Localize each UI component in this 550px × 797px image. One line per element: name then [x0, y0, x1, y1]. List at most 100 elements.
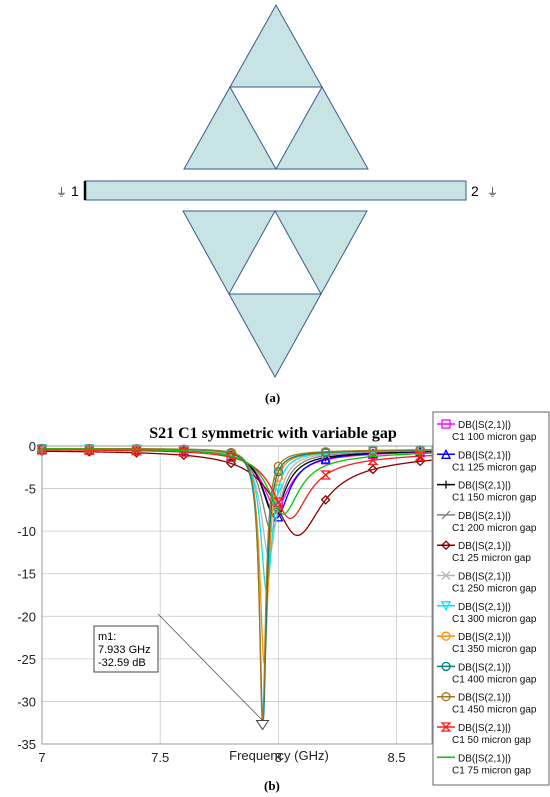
y-tick-label: -25	[17, 652, 36, 667]
lower-triangle-right	[274, 210, 368, 296]
diamond-marker-icon	[320, 494, 331, 505]
y-tick-label: -15	[17, 567, 36, 582]
slash-marker-icon	[441, 510, 451, 520]
y-tick-label: 0	[29, 439, 36, 454]
legend-series-name: DB(|S(2,1)|)	[458, 753, 511, 764]
hourglass-marker-icon	[272, 497, 284, 507]
legend-series-name: DB(|S(2,1)|)	[458, 450, 511, 461]
legend-entry: DB(|S(2,1)|)C1 125 micron gap	[437, 448, 537, 473]
y-tick-label: -35	[17, 737, 36, 752]
legend-series-subtitle: C1 200 micron gap	[452, 523, 537, 534]
hourglass-marker-icon	[440, 722, 452, 732]
legend-entry: DB(|S(2,1)|)C1 350 micron gap	[437, 631, 537, 655]
x-tick-label: 7.5	[151, 750, 169, 765]
resonator-diagram: ⏚ 1 2 ⏚	[56, 3, 498, 379]
square-marker-icon	[441, 419, 451, 429]
diamond-marker-icon	[226, 458, 237, 469]
legend-series-name: DB(|S(2,1)|)	[458, 572, 511, 583]
legend-entry: DB(|S(2,1)|)C1 75 micron gap	[437, 753, 531, 776]
circle-marker-icon	[441, 661, 451, 672]
hourglass-marker-icon	[225, 452, 237, 462]
circle-marker-icon	[441, 692, 451, 702]
port-1-label: 1	[71, 183, 79, 199]
triangle-down-marker-icon	[273, 484, 284, 495]
legend-series-subtitle: C1 50 micron gap	[452, 735, 531, 746]
y-tick-label: -10	[17, 524, 36, 539]
port-2-label: 2	[471, 183, 479, 199]
plus-marker-icon	[442, 480, 450, 489]
legend: DB(|S(2,1)|)C1 100 micron gap DB(|S(2,1)|…	[432, 411, 550, 786]
series-line	[42, 449, 433, 520]
legend-series-subtitle: C1 350 micron gap	[452, 644, 537, 655]
legend-entries: DB(|S(2,1)|)C1 100 micron gap DB(|S(2,1)|…	[437, 419, 537, 776]
upper-triangle-right	[275, 85, 369, 170]
circle-marker-icon	[131, 444, 142, 454]
plot-frame	[41, 445, 433, 745]
part-b-label: (b)	[264, 778, 280, 793]
marker-leader-line	[157, 613, 263, 721]
marker-triangle-icon	[255, 719, 270, 731]
legend-series-subtitle: C1 125 micron gap	[452, 462, 537, 473]
legend-series-name: DB(|S(2,1)|)	[458, 632, 511, 643]
legend-series-subtitle: C1 400 micron gap	[452, 674, 537, 685]
legend-series-name: DB(|S(2,1)|)	[458, 693, 511, 704]
lower-triangle-left	[182, 210, 276, 296]
y-tick-label: -5	[24, 482, 36, 497]
y-tick-label: -20	[17, 609, 36, 624]
hourglass-marker-icon	[178, 447, 190, 457]
legend-series-subtitle: C1 150 micron gap	[452, 493, 537, 504]
legend-series-subtitle: C1 250 micron gap	[452, 584, 537, 595]
curves	[36, 443, 433, 724]
transmission-line	[84, 180, 467, 201]
hourglass-marker-icon	[130, 446, 143, 456]
legend-series-name: DB(|S(2,1)|)	[458, 602, 511, 613]
hourglass-marker-icon	[320, 470, 332, 480]
x-tick-labels: 7 7.5 8 8.5	[38, 750, 405, 765]
hourglass-marker-icon	[414, 451, 426, 461]
triangle-marker-icon	[320, 453, 331, 464]
legend-entry: DB(|S(2,1)|)C1 300 micron gap	[437, 601, 537, 625]
lower-triangle-fractal	[182, 210, 368, 379]
legend-entry: DB(|S(2,1)|)C1 50 micron gap	[437, 722, 531, 746]
legend-series-subtitle: C1 75 micron gap	[452, 765, 531, 776]
y-tick-label: -30	[17, 694, 36, 709]
legend-series-subtitle: C1 25 micron gap	[452, 553, 531, 564]
legend-series-name: DB(|S(2,1)|)	[458, 511, 511, 522]
s21-chart: 0 -5 -10 -15 -20 -25 -30 -35 7 7.5 8 8.5 S21 C1 sy…	[17, 411, 550, 786]
series-10	[36, 445, 433, 520]
circle-marker-icon	[320, 447, 331, 457]
triangle-down-marker-icon	[440, 601, 452, 612]
x-tick-label: 8.5	[388, 750, 406, 765]
lower-triangle-bottom	[228, 293, 322, 379]
series-11	[42, 448, 433, 515]
chart-title: S21 C1 symmetric with variable gap	[149, 425, 397, 442]
x-axis-label: Frequency (GHz)	[229, 748, 329, 763]
legend-entry: DB(|S(2,1)|)C1 450 micron gap	[437, 692, 537, 716]
legend-entry: DB(|S(2,1)|)C1 100 micron gap	[437, 419, 537, 443]
ground-symbol-left: ⏚	[56, 186, 67, 199]
series-line	[42, 450, 433, 537]
marker-callout-box	[93, 625, 159, 673]
legend-series-subtitle: C1 300 micron gap	[452, 614, 537, 625]
legend-entry: DB(|S(2,1)|)C1 400 micron gap	[437, 661, 537, 685]
legend-series-name: DB(|S(2,1)|)	[458, 662, 511, 673]
circle-marker-icon	[273, 461, 284, 471]
upper-triangle-top	[229, 3, 323, 88]
marker-value: -32.59 dB	[98, 657, 146, 669]
upper-triangle-left	[183, 85, 277, 170]
part-a-label: (a)	[265, 390, 280, 405]
circle-marker-icon	[179, 444, 189, 454]
plot-area-background	[42, 446, 432, 744]
circle-marker-icon	[441, 631, 451, 641]
legend-entry: DB(|S(2,1)|)C1 150 micron gap	[437, 480, 537, 504]
ground-symbol-right: ⏚	[487, 186, 498, 199]
upper-triangle-fractal	[183, 3, 369, 170]
y-tick-labels: 0 -5 -10 -15 -20 -25 -30 -35	[17, 439, 36, 752]
legend-series-name: DB(|S(2,1)|)	[458, 481, 511, 492]
cross-marker-icon	[441, 571, 451, 580]
legend-series-name: DB(|S(2,1)|)	[458, 541, 511, 552]
marker-frequency: 7.933 GHz	[98, 644, 151, 656]
diamond-marker-icon	[367, 464, 378, 475]
x-tick-label: 7	[38, 750, 45, 765]
